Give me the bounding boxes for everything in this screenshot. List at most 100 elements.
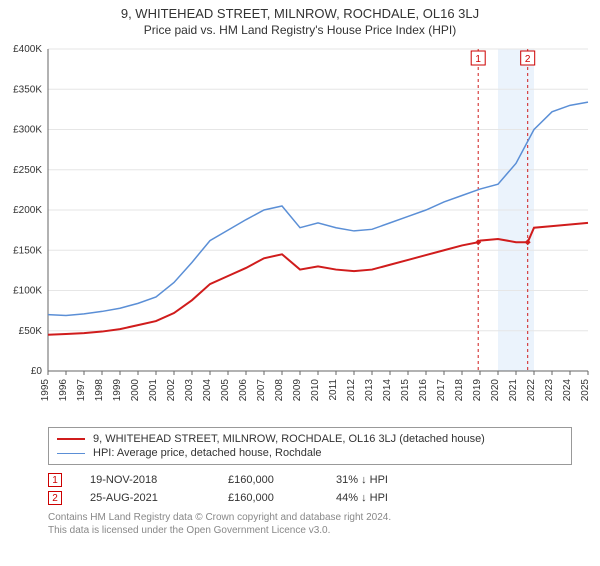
x-tick-label: 2002 [166,379,177,402]
page-subtitle: Price paid vs. HM Land Registry's House … [0,23,600,37]
legend-row-1: 9, WHITEHEAD STREET, MILNROW, ROCHDALE, … [57,432,563,446]
x-tick-label-group: 2001 [148,379,159,402]
y-tick-label: £150K [13,245,42,256]
x-tick-label: 2005 [220,379,231,402]
footer-line-2: This data is licensed under the Open Gov… [48,524,572,537]
x-tick-label-group: 2020 [490,379,501,402]
legend-label: 9, WHITEHEAD STREET, MILNROW, ROCHDALE, … [93,433,485,445]
marker-table: 1 19-NOV-2018 £160,000 31% ↓ HPI 2 25-AUG-202… [48,471,572,507]
marker-number-box: 1 [48,473,62,487]
x-tick-label-group: 2004 [202,379,213,402]
x-tick-label: 2021 [508,379,519,402]
x-tick-label-group: 1995 [40,379,51,402]
x-tick-label-group: 2000 [130,379,141,402]
x-tick-label: 2019 [472,379,483,402]
marker-row-2: 2 25-AUG-2021 £160,000 44% ↓ HPI [48,489,572,507]
marker-label-1: 1 [471,51,485,65]
x-tick-label-group: 1997 [76,379,87,402]
x-tick-label-group: 2008 [274,379,285,402]
marker-delta: 31% ↓ HPI [336,474,446,486]
x-tick-label-group: 1999 [112,379,123,402]
legend-box: 9, WHITEHEAD STREET, MILNROW, ROCHDALE, … [48,427,572,465]
x-tick-label-group: 2011 [328,379,339,401]
x-tick-label-group: 2025 [580,379,591,402]
marker-number-box: 2 [48,491,62,505]
x-tick-label: 2000 [130,379,141,402]
x-tick-label: 2014 [382,379,393,402]
x-tick-label: 2022 [526,379,537,402]
page-title: 9, WHITEHEAD STREET, MILNROW, ROCHDALE, … [0,6,600,21]
chart-svg: £0 £50K £100K £150K £200K £250K £300K £350K £400… [0,41,600,421]
x-tick-label: 2013 [364,379,375,402]
x-tick-label: 2023 [544,379,555,402]
svg-text:1: 1 [475,54,481,65]
marker-date: 19-NOV-2018 [90,474,200,486]
x-tick-label: 2020 [490,379,501,402]
marker-row-1: 1 19-NOV-2018 £160,000 31% ↓ HPI [48,471,572,489]
marker-delta: 44% ↓ HPI [336,492,446,504]
x-tick-label-group: 2021 [508,379,519,402]
x-tick-label: 2003 [184,379,195,402]
y-tick-label: £0 [31,366,43,377]
x-tick-label-group: 1996 [58,379,69,402]
x-tick-label: 2025 [580,379,591,402]
x-tick-label: 1999 [112,379,123,402]
x-tick-label-group: 2023 [544,379,555,402]
footer-line-1: Contains HM Land Registry data © Crown c… [48,511,572,524]
marker-price: £160,000 [228,474,308,486]
y-tick-label: £400K [13,44,42,55]
x-tick-label: 2018 [454,379,465,402]
x-tick-label: 2010 [310,379,321,402]
legend-row-2: HPI: Average price, detached house, Roch… [57,446,563,460]
chart-container: £0 £50K £100K £150K £200K £250K £300K £350K £400… [0,41,600,421]
x-tick-label: 2004 [202,379,213,402]
y-tick-label: £100K [13,286,42,297]
x-tick-label: 2016 [418,379,429,402]
x-tick-label-group: 2014 [382,379,393,402]
x-tick-label-group: 2003 [184,379,195,402]
x-tick-label: 1998 [94,379,105,402]
x-tick-label-group: 2015 [400,379,411,402]
footer-text: Contains HM Land Registry data © Crown c… [48,511,572,537]
marker-date: 25-AUG-2021 [90,492,200,504]
x-tick-label: 2007 [256,379,267,402]
x-tick-label: 1997 [76,379,87,402]
marker-price: £160,000 [228,492,308,504]
x-tick-label: 1996 [58,379,69,402]
y-tick-label: £300K [13,125,42,136]
x-tick-label-group: 2006 [238,379,249,402]
legend-label: HPI: Average price, detached house, Roch… [93,447,322,459]
x-tick-label-group: 2007 [256,379,267,402]
x-tick-label: 2008 [274,379,285,402]
y-tick-label: £50K [19,326,43,337]
x-tick-label: 2009 [292,379,303,402]
x-tick-label-group: 2018 [454,379,465,402]
x-tick-label: 2006 [238,379,249,402]
x-tick-label-group: 2022 [526,379,537,402]
x-tick-label: 2024 [562,379,573,402]
y-tick-label: £350K [13,84,42,95]
x-tick-label-group: 1998 [94,379,105,402]
x-tick-label-group: 2013 [364,379,375,402]
legend-swatch [57,438,85,440]
y-tick-label: £200K [13,205,42,216]
x-tick-label-group: 2019 [472,379,483,402]
x-tick-label-group: 2005 [220,379,231,402]
x-tick-label: 2017 [436,379,447,402]
x-tick-label-group: 2017 [436,379,447,402]
marker-label-2: 2 [521,51,535,65]
x-tick-label: 2001 [148,379,159,402]
x-tick-label-group: 2002 [166,379,177,402]
x-tick-label-group: 2009 [292,379,303,402]
y-tick-label: £250K [13,165,42,176]
x-tick-label-group: 2010 [310,379,321,402]
x-tick-label: 1995 [40,379,51,402]
x-tick-label: 2011 [328,379,339,401]
x-tick-label: 2012 [346,379,357,402]
x-tick-label-group: 2024 [562,379,573,402]
x-tick-label-group: 2012 [346,379,357,402]
svg-text:2: 2 [525,54,531,65]
legend-swatch [57,453,85,454]
x-tick-label: 2015 [400,379,411,402]
x-tick-label-group: 2016 [418,379,429,402]
